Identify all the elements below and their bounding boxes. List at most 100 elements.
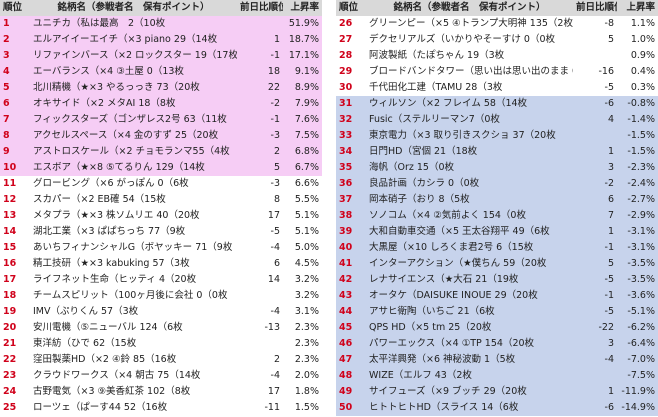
name-cell: 窪田製薬HD（×2 ④鈴 85（16枚 [33, 354, 177, 365]
rank-cell: 50 [336, 400, 366, 416]
rank-cell: 1 [0, 16, 30, 32]
ranking-row: 3 リファインバース（×2 ロックスター 19（17枚 -1 17.1% [0, 48, 322, 64]
rate-cell: 9.1% [283, 64, 322, 80]
ranking-row: 43 オータケ（DAISUKE INOUE 29（20枚 -1 -3.6% [336, 288, 658, 304]
rank-cell: 40 [336, 240, 366, 256]
ranking-row: 38 ソノコム（×4 ②気前よく 154（0枚 7 -2.9% [336, 208, 658, 224]
ranking-row: 14 湖北工業（×3 ぱぱちっち 77（9枚 -5 5.1% [0, 224, 322, 240]
rank-cell: 26 [339, 18, 353, 29]
name-cell: オキサイド（×2 メタAI 18（8枚 [30, 96, 237, 112]
name-cell: ユニチカ（私は最高 2（10枚 [30, 16, 237, 32]
name-cell: エスボア（★×8 ⑤てるりん 129（14枚 [30, 160, 237, 176]
chg-cell: 17 [267, 210, 280, 221]
rate-cell: -7.5% [617, 368, 658, 384]
rate-cell: 5.1% [294, 226, 319, 237]
name-cell: スカパー（×2 EB確 54（15枚 [33, 194, 166, 205]
ranking-row: 31 ウィルソン（×2 フレイム 58（14枚 -6 -0.8% [336, 96, 658, 112]
rank-cell: 25 [3, 402, 17, 413]
header-row: 順位銘柄名（参戦者名 保有ポイント）前日比順位上昇率 [0, 0, 322, 16]
name-cell: グリーンピー（×5 ④トランプ大明神 135（2枚 [369, 18, 573, 29]
name-cell: Fusic（ステルリーマン7（0枚 [366, 112, 573, 128]
name-cell: パワーエックス（×4 ①TP 154（20枚 [366, 336, 573, 352]
ranking-row: 48 WIZE（エルフ 43（2枚 -7.5% [336, 368, 658, 384]
name-cell: アストロスケール（×2 チョモランマ55（4枚 [30, 144, 237, 160]
ranking-row: 18 チームスピリット（100ヶ月後に会社 0（0枚 3.2% [0, 288, 322, 304]
name-cell: サイフューズ（×9 ブッチ 29（20枚 [366, 384, 573, 400]
name-cell: 大和自動車交通（×5 王太谷翔平 49（6枚 [366, 224, 573, 240]
ranking-row: 25 ローツェ（ぱーす44 52（16枚 -11 1.5% [0, 400, 322, 416]
column-header: 銘柄名（参戦者名 保有ポイント） [366, 0, 573, 16]
ranking-row: 4 エーバランス（×4 ③土屋 0（13枚 18 9.1% [0, 64, 322, 80]
name-cell: 岡本硝子（おり 8（5枚 [366, 192, 573, 208]
chg-cell: -4 [270, 242, 280, 253]
name-cell: フィックスターズ（ゴンザレス2号 63（11枚 [30, 112, 237, 128]
name-cell: QPS HD（×5 tm 25（20枚 [366, 320, 573, 336]
ranking-row: 47 太平洋興発（×6 神秘波動 1（5枚 -4 -7.0% [336, 352, 658, 368]
chg-cell [237, 288, 283, 304]
name-cell: 東洋紡（ひで 62（15枚 [33, 338, 137, 349]
rank-cell: 32 [336, 112, 366, 128]
rank-cell: 6 [0, 96, 30, 112]
chg-cell: 5 [573, 256, 617, 272]
rate-cell: -14.9% [617, 400, 658, 416]
name-cell: 阿波製紙（たぽちゃん 19（3枚 [369, 50, 505, 61]
ranking-row: 27 デクセリアルズ（いかりやそーすけ 0（0枚 5 1.0% [336, 32, 658, 48]
ranking-row: 12 スカパー（×2 EB確 54（15枚 8 5.5% [0, 192, 322, 208]
rate-cell: -6.2% [617, 320, 658, 336]
column-header: 上昇率 [617, 0, 658, 16]
ranking-row: 11 グロービング（×6 がっぽん 0（6枚 -3 6.6% [0, 176, 322, 192]
chg-cell: -13 [264, 322, 280, 333]
rate-cell: -1.5% [617, 144, 658, 160]
name-cell: ブロードバンドタワー（思い出は思い出のまま 0（0枚 [369, 66, 573, 77]
ranking-row: 7 フィックスターズ（ゴンザレス2号 63（11枚 -1 7.6% [0, 112, 322, 128]
chg-cell: 2 [237, 144, 283, 160]
ranking-row: 17 ライフネット生命（ヒッティ 4（20枚 14 3.2% [0, 272, 322, 288]
name-cell: レナサイエンス（★大石 21（19枚 [366, 272, 573, 288]
rank-cell: 16 [3, 258, 17, 269]
ranking-row: 21 東洋紡（ひで 62（15枚 2.3% [0, 336, 322, 352]
rate-cell: -3.5% [617, 256, 658, 272]
rank-cell: 8 [0, 128, 30, 144]
rank-cell: 22 [3, 354, 17, 365]
rate-cell: 3.1% [294, 306, 319, 317]
ranking-row: 2 エルアイイーエイチ（×3 piano 29（14枚 1 18.7% [0, 32, 322, 48]
chg-cell: -4 [270, 370, 280, 381]
rank-cell: 11 [3, 178, 17, 189]
rate-cell: 5.5% [294, 194, 319, 205]
rank-cell: 18 [3, 290, 17, 301]
name-cell: 良品計画（カシラ 0（0枚 [366, 176, 573, 192]
name-cell: ライフネット生命（ヒッティ 4（20枚 [33, 274, 197, 285]
name-cell: アサヒ衛陶（いちご 21（6枚 [366, 304, 573, 320]
rank-cell: 41 [336, 256, 366, 272]
chg-cell: -3 [270, 178, 280, 189]
name-cell: エルアイイーエイチ（×3 piano 29（14枚 [30, 32, 237, 48]
chg-cell: -2 [573, 176, 617, 192]
ranking-row: 35 海帆（Orz 15（0枚 3 -2.3% [336, 160, 658, 176]
chg-cell [573, 48, 617, 64]
rate-cell: -3.1% [617, 224, 658, 240]
rank-cell: 36 [336, 176, 366, 192]
name-cell: ソノコム（×4 ②気前よく 154（0枚 [366, 208, 573, 224]
name-cell: 安川電機（⑤ニューバル 124（6枚 [33, 322, 183, 333]
rate-cell: 4.5% [294, 258, 319, 269]
ranking-row: 34 日門HD（宮個 21（18枚 1 -1.5% [336, 144, 658, 160]
rate-cell: -5.1% [617, 304, 658, 320]
rate-cell: 1.1% [630, 18, 655, 29]
chg-cell: 4 [573, 112, 617, 128]
chg-cell: 14 [267, 274, 280, 285]
name-cell: 湖北工業（×3 ぱぱちっち 77（9枚 [33, 226, 186, 237]
ranking-row: 5 北川精機（★×3 やるっっき 73（20枚 22 8.9% [0, 80, 322, 96]
ranking-row: 40 大黒屋（×10 しろくま君2号 6（15枚 -1 -3.1% [336, 240, 658, 256]
name-cell: グロービング（×6 がっぽん 0（6枚 [33, 178, 189, 189]
name-cell: 東京電力（×3 取り引きスクショ 37（20枚 [366, 128, 573, 144]
name-cell: クラウドワークス（×4 朝古 75（14枚 [33, 370, 201, 381]
chg-cell: 7 [573, 208, 617, 224]
rate-cell: -6.4% [617, 336, 658, 352]
chg-cell [573, 368, 617, 384]
name-cell: ヒトトヒトHD（スライス 14（6枚 [366, 400, 573, 416]
rate-cell: 2.3% [294, 338, 319, 349]
chg-cell: -1 [237, 112, 283, 128]
chg-cell: -1 [573, 240, 617, 256]
rank-cell: 13 [3, 210, 17, 221]
rank-cell: 17 [3, 274, 17, 285]
